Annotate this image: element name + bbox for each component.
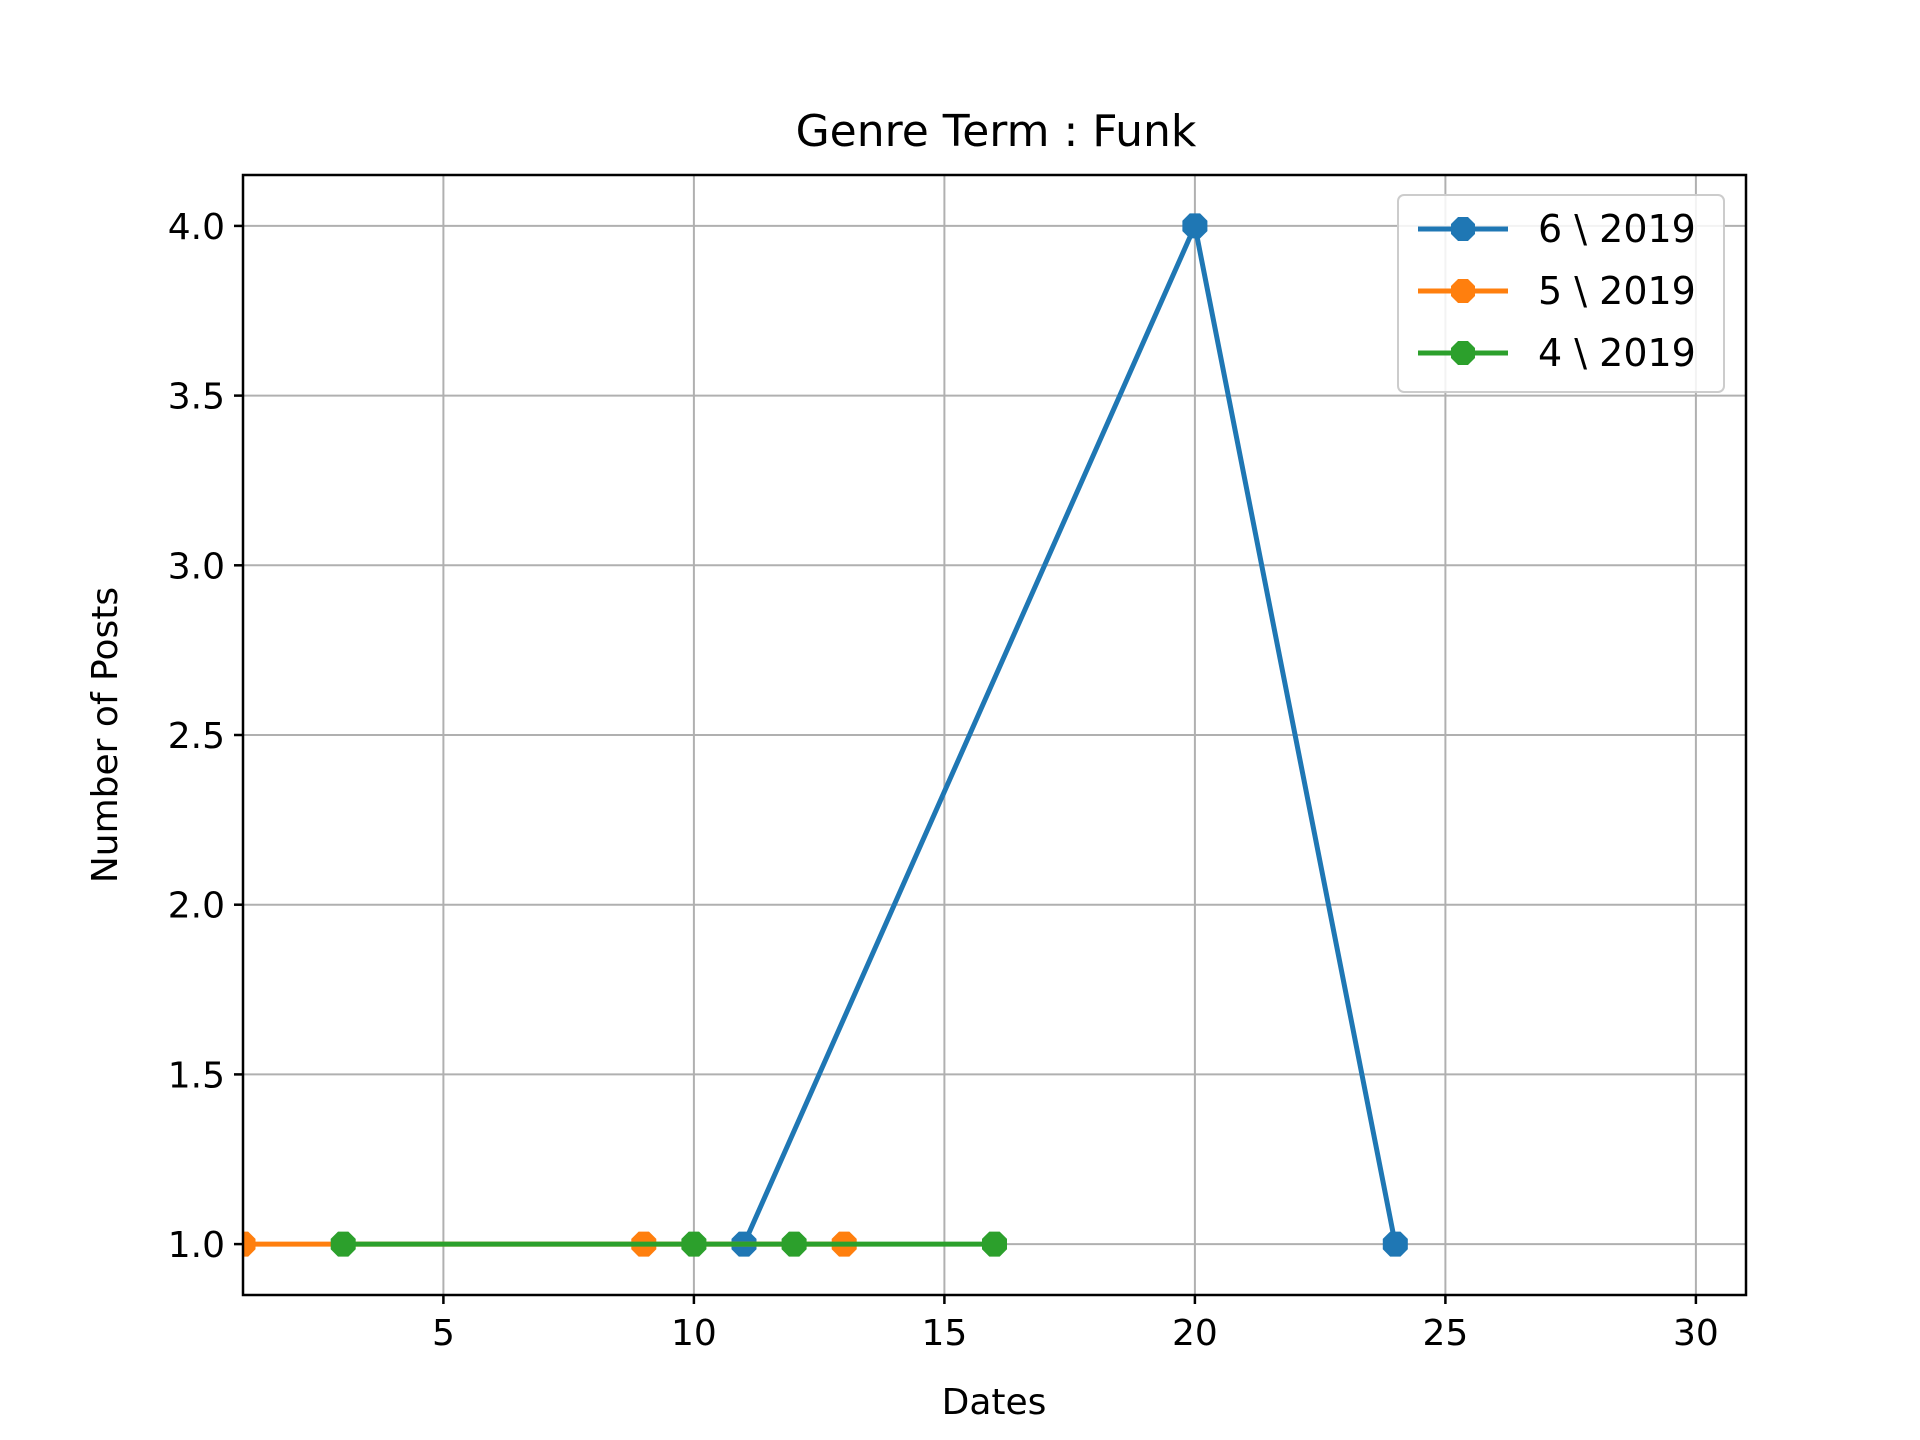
series-point [681, 1231, 707, 1257]
legend-label: 4 \ 2019 [1538, 331, 1696, 375]
y-tick-label: 4.0 [168, 207, 225, 248]
series-point [1182, 213, 1208, 239]
series-point [781, 1231, 807, 1257]
x-tick-label: 15 [921, 1313, 967, 1354]
series-3 [330, 1231, 1008, 1257]
y-tick-label: 3.5 [168, 377, 225, 418]
legend-marker [1450, 216, 1476, 242]
y-tick-label: 3.0 [168, 546, 225, 587]
x-tick-label: 5 [432, 1313, 455, 1354]
legend-marker [1450, 340, 1476, 366]
x-tick-label: 25 [1422, 1313, 1468, 1354]
legend-frame [1397, 194, 1725, 393]
series-point [1382, 1231, 1408, 1257]
series-point [330, 1231, 356, 1257]
y-axis-label: Number of Posts [85, 587, 126, 883]
x-tick-label: 30 [1673, 1313, 1719, 1354]
tick-layer: 5 10 15 20 25 30 1.0 1.5 2.0 2.5 3.0 3.5 4.0 [168, 207, 1719, 1354]
legend-label: 6 \ 2019 [1538, 207, 1696, 251]
series-point [981, 1231, 1008, 1257]
x-axis-label: Dates [942, 1382, 1047, 1423]
legend: 6 \ 2019 5 \ 2019 4 \ 2019 [1397, 194, 1725, 393]
x-tick-label: 10 [671, 1313, 717, 1354]
series-layer [243, 213, 1408, 1257]
legend-marker [1450, 278, 1476, 304]
legend-label: 5 \ 2019 [1538, 269, 1696, 313]
y-tick-label: 2.5 [168, 716, 225, 757]
series-1 [731, 213, 1408, 1257]
chart-title: Genre Term : Funk [796, 106, 1197, 157]
x-tick-label: 20 [1172, 1313, 1218, 1354]
y-tick-label: 1.5 [168, 1055, 225, 1096]
series-point [243, 1231, 256, 1257]
y-tick-label: 1.0 [168, 1225, 225, 1266]
y-tick-label: 2.0 [168, 886, 225, 927]
grid-layer [243, 175, 1746, 1295]
